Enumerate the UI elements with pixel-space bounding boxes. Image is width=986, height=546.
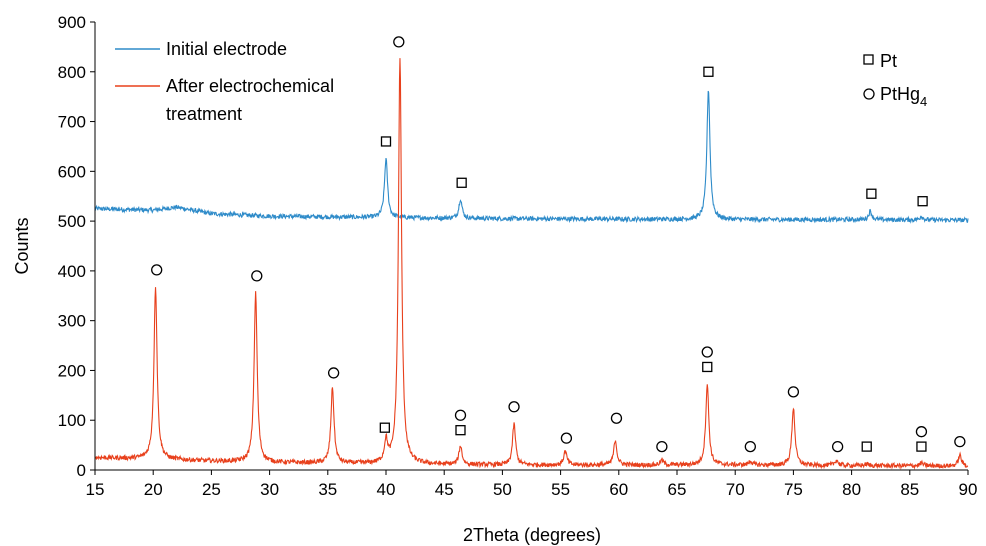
y-tick-label: 700	[58, 113, 86, 132]
y-tick-label: 300	[58, 312, 86, 331]
pthg4-marker-7	[251, 270, 263, 282]
x-tick-label: 30	[260, 480, 279, 499]
y-tick-label: 500	[58, 212, 86, 231]
x-tick-label: 20	[144, 480, 163, 499]
pthg4-marker-14	[610, 412, 623, 424]
y-tick-label: 200	[58, 361, 86, 380]
pthg4-marker-22	[915, 426, 928, 438]
pthg4-marker-20	[831, 440, 844, 453]
pthg4-marker-24	[954, 435, 966, 448]
series-line-0	[94, 90, 969, 224]
x-tick-label: 85	[900, 480, 919, 499]
legend-circle-marker	[863, 88, 875, 100]
pthg4-marker-10	[454, 409, 467, 421]
y-tick-label: 0	[77, 461, 86, 480]
pthg4-marker-16	[701, 346, 713, 358]
x-axis-title: 2Theta (degrees)	[463, 525, 601, 545]
y-tick-label: 600	[58, 162, 86, 181]
x-tick-label: 55	[551, 480, 570, 499]
pthg4-marker-18	[744, 440, 756, 453]
pthg4-marker-13	[560, 432, 573, 444]
x-tick-label: 50	[493, 480, 512, 499]
pthg4-marker-6	[151, 264, 163, 276]
pt-marker-17	[702, 361, 713, 373]
axes-layer	[94, 22, 968, 471]
legend-label-pthg4-sub: 4	[920, 94, 927, 109]
y-tick-label: 800	[58, 63, 86, 82]
y-tick-label: 900	[58, 13, 86, 32]
legend-label-initial: Initial electrode	[166, 39, 287, 59]
marker-layer	[151, 36, 966, 453]
pt-marker-0	[380, 136, 392, 147]
x-tick-label: 35	[318, 480, 337, 499]
x-tick-label: 60	[609, 480, 628, 499]
x-tick-label: 75	[784, 480, 803, 499]
x-tick-label: 90	[959, 480, 978, 499]
legend-label-pthg4: PtHg4	[880, 84, 927, 109]
ticks-layer: 15 20 25 30 35 40 45 50 55 60 65 70 75 80 85 9001002003…	[58, 13, 978, 499]
series-line-1	[94, 58, 969, 470]
legend-label-pt: Pt	[880, 51, 897, 71]
pthg4-marker-8	[327, 367, 340, 379]
y-tick-label: 400	[58, 262, 86, 281]
pthg4-marker-5	[393, 36, 405, 48]
legend-square-marker	[863, 54, 874, 65]
x-tick-label: 45	[435, 480, 454, 499]
x-tick-label: 80	[842, 480, 861, 499]
y-tick-label: 100	[58, 411, 86, 430]
pt-marker-1	[456, 177, 467, 188]
pt-marker-21	[861, 441, 872, 452]
pt-marker-11	[455, 425, 466, 436]
pt-marker-9	[379, 422, 390, 433]
pt-marker-4	[917, 196, 928, 207]
pthg4-marker-12	[508, 401, 520, 413]
x-tick-label: 65	[668, 480, 687, 499]
pt-marker-3	[866, 188, 877, 199]
legend-label-pthg4-base: PtHg	[880, 84, 920, 104]
x-tick-label: 70	[726, 480, 745, 499]
pthg4-marker-19	[787, 386, 800, 398]
marker-legend: Pt PtHg4	[863, 51, 927, 109]
series-legend: Initial electrode After electrochemical …	[115, 39, 334, 124]
legend-label-treated-line2: treatment	[166, 104, 242, 124]
legend-label-treated-line1: After electrochemical	[166, 76, 334, 96]
pt-marker-2	[703, 66, 714, 77]
y-axis-title: Counts	[12, 217, 32, 274]
pt-marker-23	[916, 441, 927, 452]
x-tick-label: 40	[377, 480, 396, 499]
pthg4-marker-15	[656, 440, 668, 453]
x-tick-label: 15	[86, 480, 105, 499]
x-tick-label: 25	[202, 480, 221, 499]
series-layer	[94, 58, 969, 470]
